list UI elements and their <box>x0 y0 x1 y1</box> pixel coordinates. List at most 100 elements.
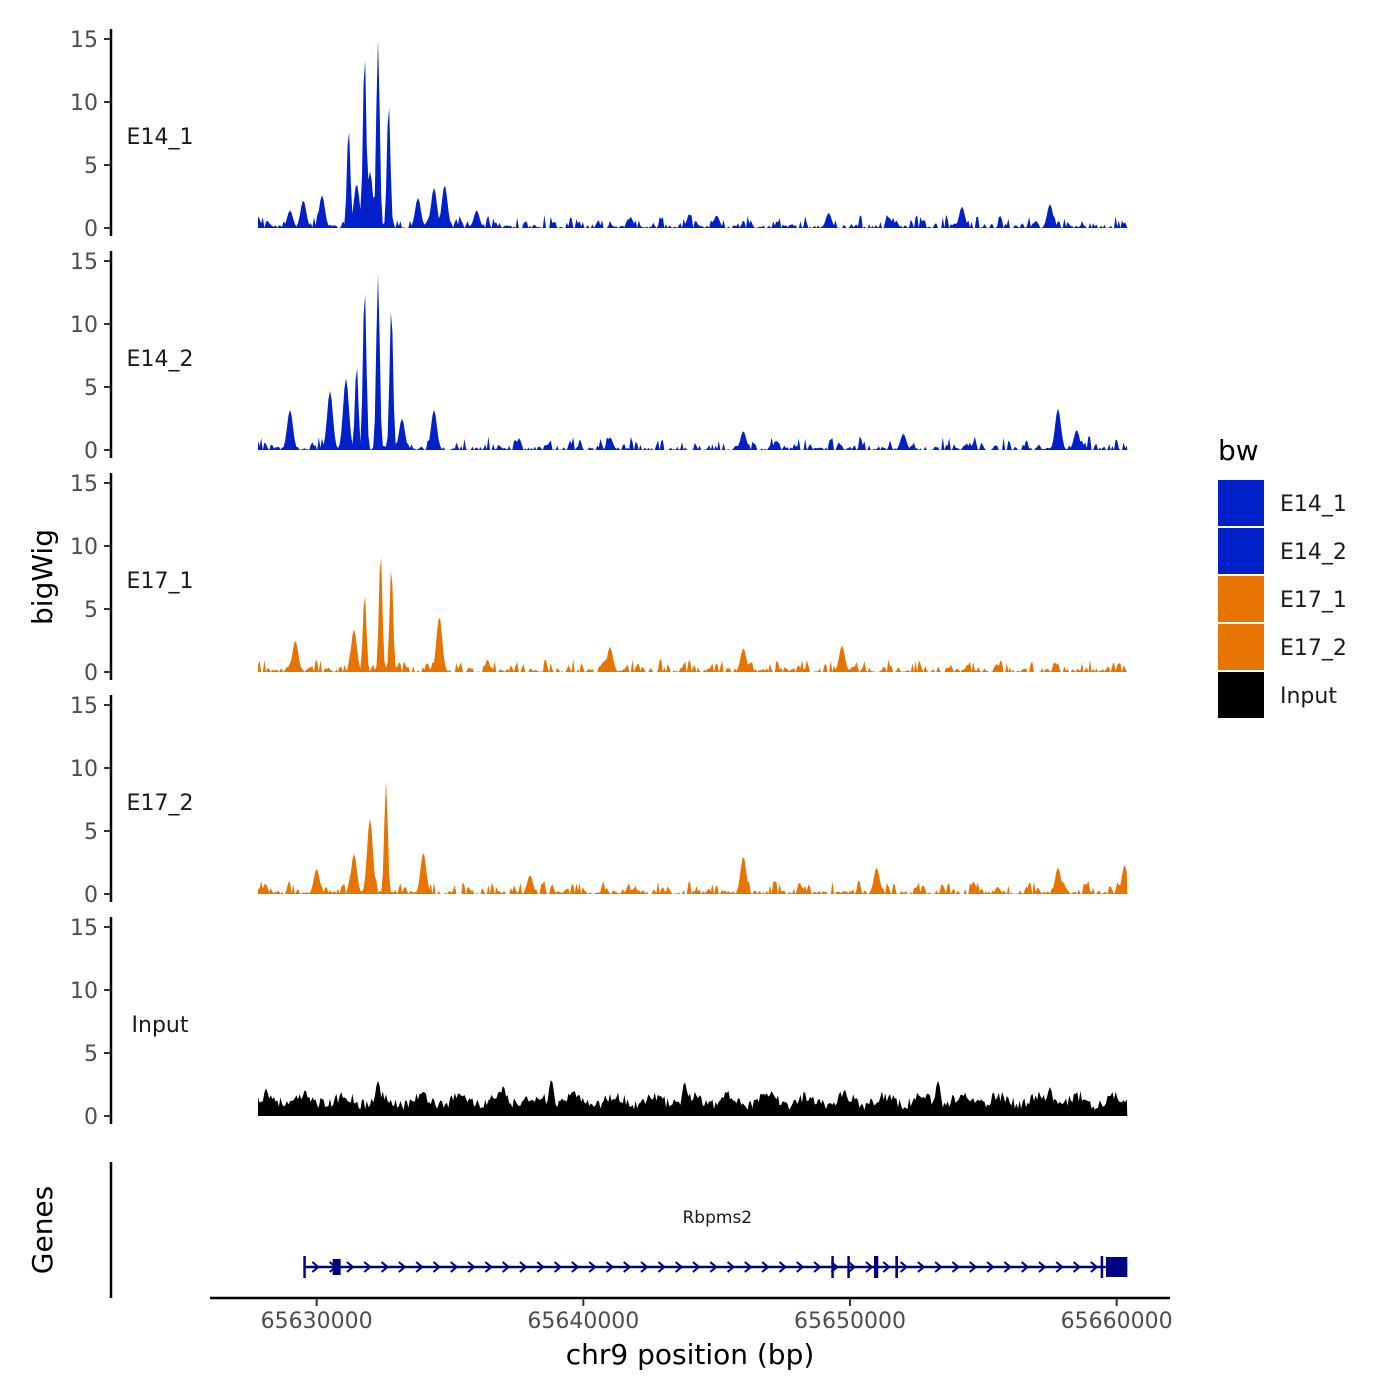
legend-label: E17_1 <box>1280 588 1347 613</box>
track-E14_1: 0 5 10 15 E14_1 <box>70 28 1128 242</box>
legend-swatch <box>1218 528 1264 574</box>
strand-arrow <box>1072 1261 1082 1273</box>
strand-arrow <box>432 1261 441 1273</box>
strand-arrow <box>588 1261 597 1273</box>
y-tick-label: 10 <box>70 535 98 560</box>
strand-arrow <box>796 1261 805 1273</box>
y-tick-label: 0 <box>84 883 98 908</box>
signal-tracks: 0 5 10 15 E14_1 0 5 10 15 E14_2 0 5 10 15 E17_1 0 5 10 15 E… <box>70 28 1128 1130</box>
legend-title: bw <box>1218 434 1259 467</box>
y-tick-label: 0 <box>84 661 98 686</box>
strand-arrow <box>311 1261 320 1273</box>
y-tick-label: 0 <box>84 217 98 242</box>
legend: bw E14_1 E14_2 E17_1 E17_2 Input <box>1218 434 1347 718</box>
gene-exon <box>847 1256 850 1278</box>
strand-arrow <box>605 1261 614 1273</box>
track-label: Input <box>132 1013 189 1038</box>
y-tick-label: 15 <box>70 916 98 941</box>
gene-exon <box>895 1256 898 1278</box>
strand-arrow <box>640 1261 649 1273</box>
y-tick-label: 15 <box>70 250 98 275</box>
legend-item-E17_2: E17_2 <box>1218 624 1347 670</box>
legend-swatch <box>1218 576 1264 622</box>
strand-arrow <box>501 1261 511 1273</box>
genes-track: Genes Rbpms2 <box>26 1162 1128 1298</box>
legend-item-E17_1: E17_1 <box>1218 576 1347 622</box>
strand-arrow <box>450 1261 459 1273</box>
legend-swatch <box>1218 624 1264 670</box>
strand-arrow <box>674 1261 684 1273</box>
strand-arrow <box>847 1261 857 1273</box>
track-Input: 0 5 10 15 Input <box>70 916 1128 1130</box>
strand-arrow <box>467 1261 476 1273</box>
track-label: E17_1 <box>127 569 194 594</box>
y-tick-label: 10 <box>70 757 98 782</box>
legend-swatch <box>1218 480 1264 526</box>
track-label: E14_2 <box>127 347 194 372</box>
y-tick-label: 0 <box>84 1105 98 1130</box>
strand-arrow <box>813 1261 822 1273</box>
track-E14_2: 0 5 10 15 E14_2 <box>70 250 1128 464</box>
y-tick-label: 15 <box>70 472 98 497</box>
track-label: E14_1 <box>127 125 194 150</box>
strand-arrow <box>571 1261 580 1273</box>
legend-item-Input: Input <box>1218 672 1337 718</box>
strand-arrow <box>761 1261 770 1273</box>
strand-arrow <box>778 1261 787 1273</box>
strand-arrow <box>657 1261 666 1273</box>
strand-arrow <box>346 1261 355 1273</box>
strand-arrow <box>899 1261 909 1273</box>
gene-Rbpms2: Rbpms2 <box>303 1208 1128 1278</box>
strand-arrow <box>380 1261 390 1273</box>
strand-arrow <box>536 1261 545 1273</box>
strand-arrow <box>519 1261 528 1273</box>
signal-area-E14_2 <box>258 273 1128 450</box>
strand-arrow <box>726 1261 736 1273</box>
signal-area-E17_2 <box>258 780 1128 894</box>
y-tick-label: 0 <box>84 439 98 464</box>
legend-label: E14_2 <box>1280 540 1347 565</box>
signal-area-E14_1 <box>258 39 1128 228</box>
legend-item-E14_2: E14_2 <box>1218 528 1347 574</box>
strand-arrow <box>917 1261 926 1273</box>
strand-arrow <box>1055 1261 1064 1273</box>
strand-arrow <box>986 1261 995 1273</box>
y-tick-label: 5 <box>84 1042 98 1067</box>
strand-arrow <box>1003 1261 1012 1273</box>
gene-exon <box>1106 1257 1128 1277</box>
genes-track-label: Genes <box>26 1186 59 1274</box>
x-tick-label: 65640000 <box>527 1309 639 1334</box>
y-tick-label: 5 <box>84 598 98 623</box>
legend-label: E17_2 <box>1280 636 1347 661</box>
y-tick-label: 10 <box>70 979 98 1004</box>
legend-item-E14_1: E14_1 <box>1218 480 1347 526</box>
strand-arrow <box>709 1261 718 1273</box>
gene-exon <box>831 1256 834 1278</box>
strand-arrow <box>484 1261 493 1273</box>
gene-exon <box>303 1256 306 1278</box>
strand-arrow <box>865 1261 874 1273</box>
strand-arrow <box>934 1261 943 1273</box>
signal-area-E17_1 <box>258 556 1128 672</box>
strand-arrow <box>969 1261 978 1273</box>
strand-arrow <box>623 1261 632 1273</box>
y-tick-label: 5 <box>84 820 98 845</box>
track-E17_2: 0 5 10 15 E17_2 <box>70 694 1128 908</box>
gene-exon <box>332 1259 341 1275</box>
strand-arrow <box>415 1261 424 1273</box>
signal-area-Input <box>258 1080 1128 1116</box>
x-tick-label: 65650000 <box>794 1309 906 1334</box>
strand-arrow <box>363 1261 372 1273</box>
legend-swatch <box>1218 672 1264 718</box>
y-tick-label: 5 <box>84 154 98 179</box>
x-axis: chr9 position (bp) 65630000 65640000 65650… <box>210 1296 1173 1371</box>
y-tick-label: 10 <box>70 91 98 116</box>
strand-arrow <box>882 1261 891 1273</box>
x-axis-title: chr9 position (bp) <box>566 1338 815 1371</box>
x-tick-label: 65630000 <box>261 1309 373 1334</box>
y-tick-label: 10 <box>70 313 98 338</box>
legend-label: Input <box>1280 684 1337 709</box>
y-axis-title: bigWig <box>26 529 59 625</box>
x-tick-label: 65660000 <box>1061 1309 1173 1334</box>
